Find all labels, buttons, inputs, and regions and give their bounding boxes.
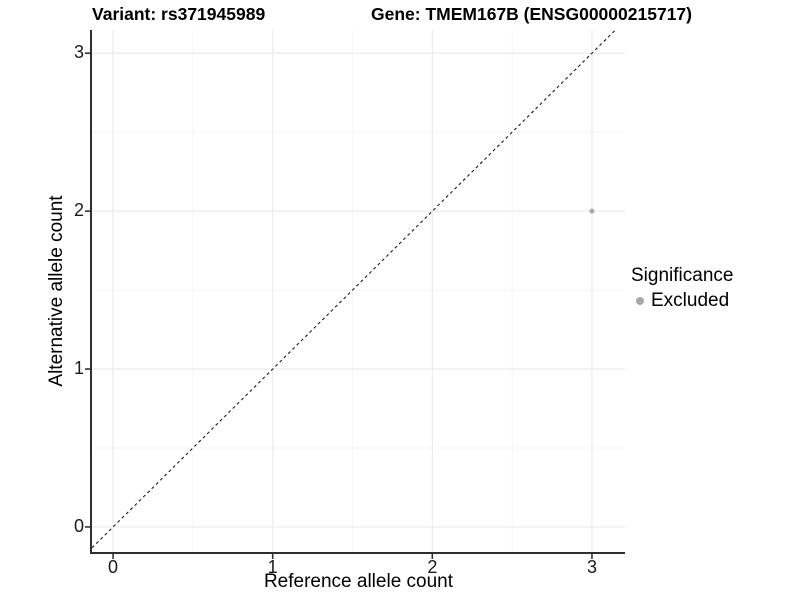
y-tick-label: 0 <box>73 515 84 536</box>
x-tick-label: 0 <box>108 557 119 577</box>
legend-item-label: Excluded <box>651 290 730 311</box>
legend-title: Significance <box>631 265 734 286</box>
x-tick-label: 1 <box>267 557 278 577</box>
y-tick-label: 3 <box>73 42 84 63</box>
identity-line <box>91 29 616 549</box>
x-tick-label: 2 <box>427 557 438 577</box>
x-axis-title: Reference allele count <box>263 571 454 592</box>
legend-point-icon <box>636 297 644 305</box>
legend: Significance Excluded <box>631 264 733 312</box>
y-axis-title: Alternative allele count <box>46 195 67 387</box>
legend-item-excluded: Excluded <box>631 290 733 312</box>
variant-title: Variant: rs371945989 <box>92 4 266 24</box>
y-tick-label: 2 <box>73 200 84 221</box>
x-tick-label: 3 <box>586 557 597 577</box>
y-tick-label: 1 <box>73 358 84 379</box>
gene-title: Gene: TMEM167B (ENSG00000215717) <box>371 4 692 24</box>
data-point <box>589 208 595 214</box>
